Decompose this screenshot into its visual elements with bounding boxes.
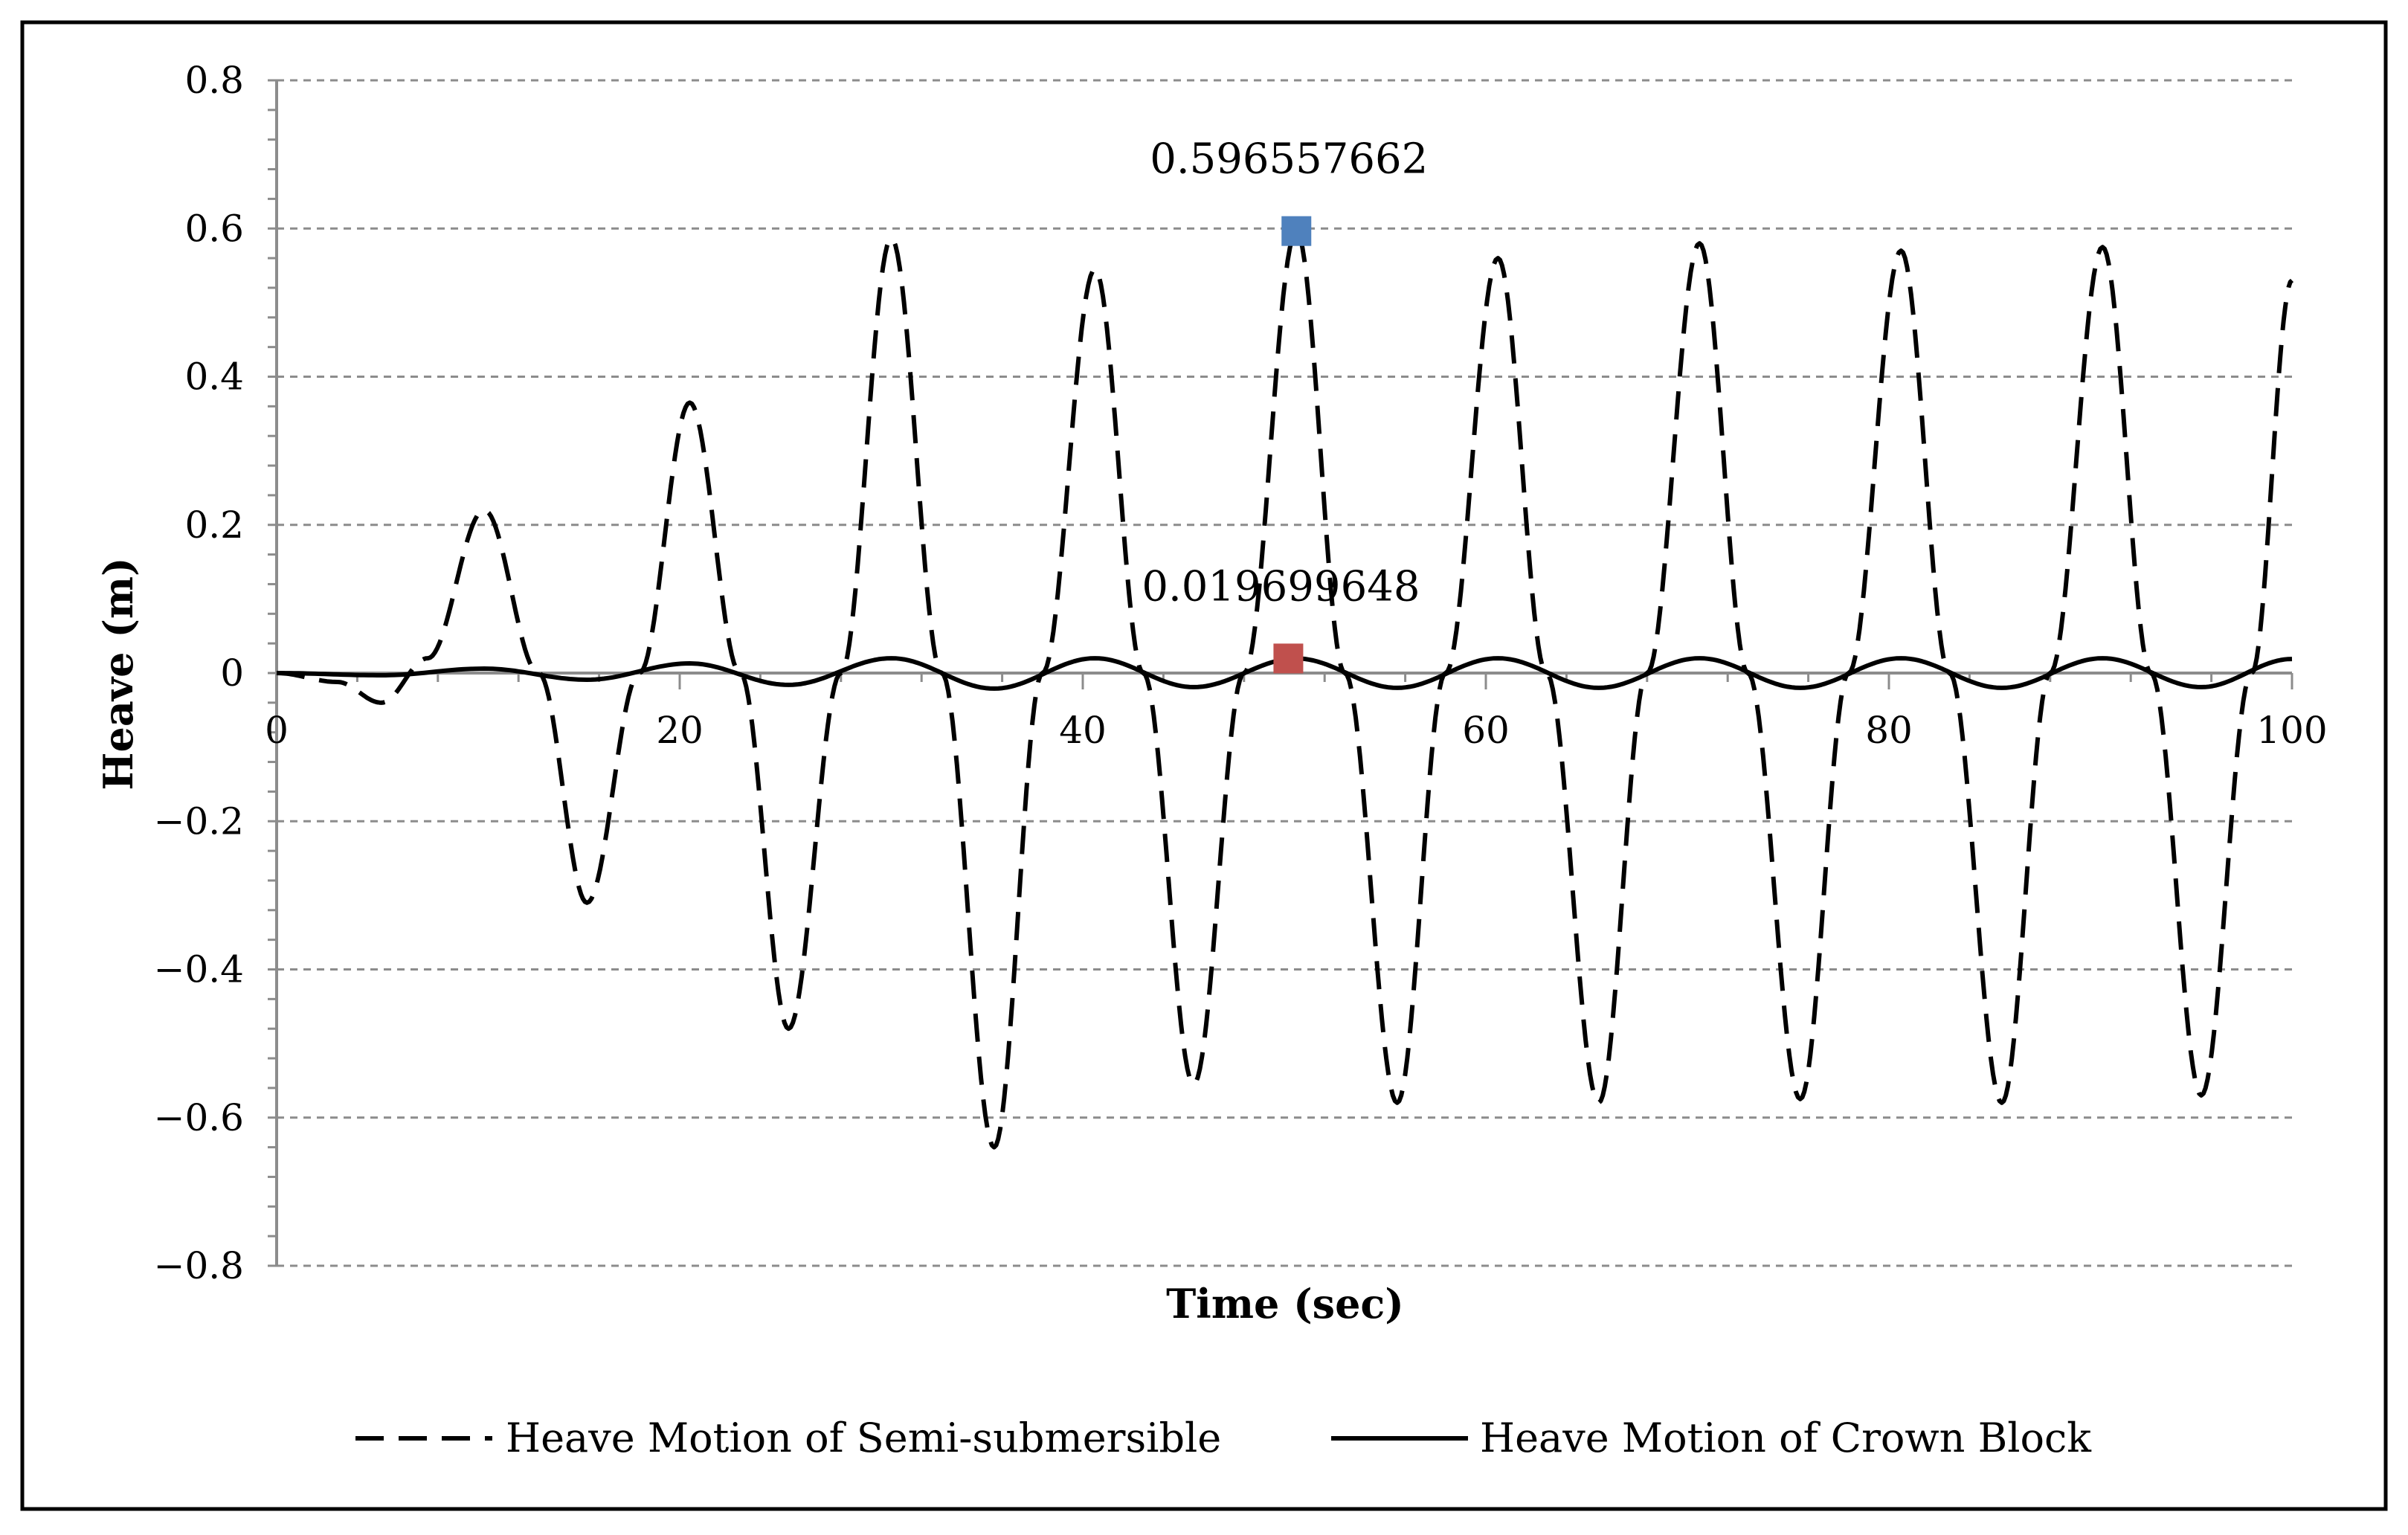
annotation-label: 0.596557662 xyxy=(1150,135,1428,184)
legend-label-crown-block: Heave Motion of Crown Block xyxy=(1480,1415,2092,1461)
highlight-marker xyxy=(1273,643,1304,674)
legend: Heave Motion of Semi-submersible Heave M… xyxy=(355,1415,2092,1461)
grid-layer xyxy=(277,79,2292,1267)
annotation-layer: 0.596557662 0.019699648 xyxy=(1142,135,1428,674)
highlight-marker xyxy=(1281,216,1312,246)
y-tick-label: 0.2 xyxy=(184,503,244,547)
chart-frame xyxy=(20,20,2388,1511)
y-tick-label: 0.8 xyxy=(184,59,244,102)
x-tick-label: 80 xyxy=(1865,709,1913,752)
y-tick-label: −0.6 xyxy=(154,1096,244,1139)
axes-layer: −0.8 −0.6 −0.4 −0.2 0 0.2 0.4 0.6 0.8 0 20 40 60 80 10… xyxy=(154,59,2328,1287)
y-tick-label: 0.6 xyxy=(184,207,244,250)
y-tick-label: −0.2 xyxy=(154,799,244,843)
y-tick-label: −0.4 xyxy=(154,948,244,991)
x-tick-label: 40 xyxy=(1059,709,1107,752)
x-tick-label: 20 xyxy=(656,709,704,752)
x-tick-label: 0 xyxy=(265,709,289,752)
x-tick-label: 60 xyxy=(1462,709,1510,752)
legend-label-semi-submersible: Heave Motion of Semi-submersible xyxy=(506,1415,1221,1461)
x-axis-title: Time (sec) xyxy=(1166,1280,1404,1328)
x-tick-label: 100 xyxy=(2256,709,2327,752)
y-tick-label: −0.8 xyxy=(154,1244,244,1287)
y-axis-title: Heave (m) xyxy=(94,557,142,790)
annotation-label: 0.019699648 xyxy=(1142,562,1420,611)
y-tick-label: 0 xyxy=(220,651,244,695)
y-tick-label: 0.4 xyxy=(184,355,244,399)
series-line-0 xyxy=(276,228,2294,1150)
